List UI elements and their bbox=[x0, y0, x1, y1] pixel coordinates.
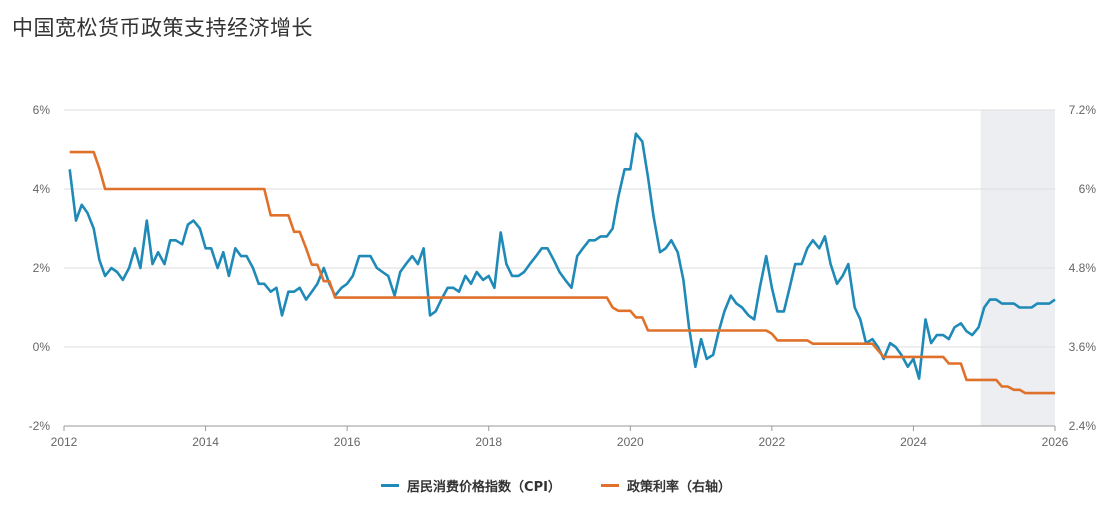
x-tick-label: 2024 bbox=[900, 435, 927, 449]
legend-item[interactable]: 居民消费价格指数（CPI） bbox=[381, 476, 561, 495]
y-right-tick-label: 6% bbox=[1079, 182, 1097, 196]
y-left-tick-label: 0% bbox=[33, 340, 51, 354]
x-tick-label: 2026 bbox=[1042, 435, 1069, 449]
y-left-tick-label: 4% bbox=[33, 182, 51, 196]
cpi-line bbox=[68, 132, 1056, 380]
legend: 居民消费价格指数（CPI） 政策利率（右轴） bbox=[0, 476, 1112, 495]
legend-swatch bbox=[600, 484, 619, 487]
y-right-tick-label: 7.2% bbox=[1069, 103, 1097, 117]
y-right-tick-label: 2.4% bbox=[1069, 419, 1097, 433]
x-tick-label: 2016 bbox=[334, 435, 361, 449]
y-left-tick-label: -2% bbox=[29, 419, 51, 433]
x-tick-label: 2014 bbox=[192, 435, 219, 449]
y-left-tick-label: 2% bbox=[33, 261, 51, 275]
y-right-tick-label: 4.8% bbox=[1069, 261, 1097, 275]
x-tick-label: 2018 bbox=[475, 435, 502, 449]
x-tick-label: 2020 bbox=[617, 435, 644, 449]
x-tick-label: 2022 bbox=[759, 435, 786, 449]
legend-swatch bbox=[381, 484, 400, 487]
y-right-tick-label: 3.6% bbox=[1069, 340, 1097, 354]
legend-item[interactable]: 政策利率（右轴） bbox=[600, 476, 731, 495]
chart-svg: 6% 4% 2% 0% -2% 7.2% 6% 4.8% 3.6% 2.4% 2012 2014 201… bbox=[29, 103, 1097, 449]
legend-label: 政策利率（右轴） bbox=[626, 480, 731, 495]
y-left-tick-label: 6% bbox=[33, 103, 51, 117]
policy-rate-line bbox=[69, 150, 1055, 395]
legend-label: 居民消费价格指数（CPI） bbox=[407, 480, 561, 495]
x-tick-label: 2012 bbox=[51, 435, 78, 449]
chart-title: 中国宽松货币政策支持经济增长 bbox=[12, 16, 313, 40]
